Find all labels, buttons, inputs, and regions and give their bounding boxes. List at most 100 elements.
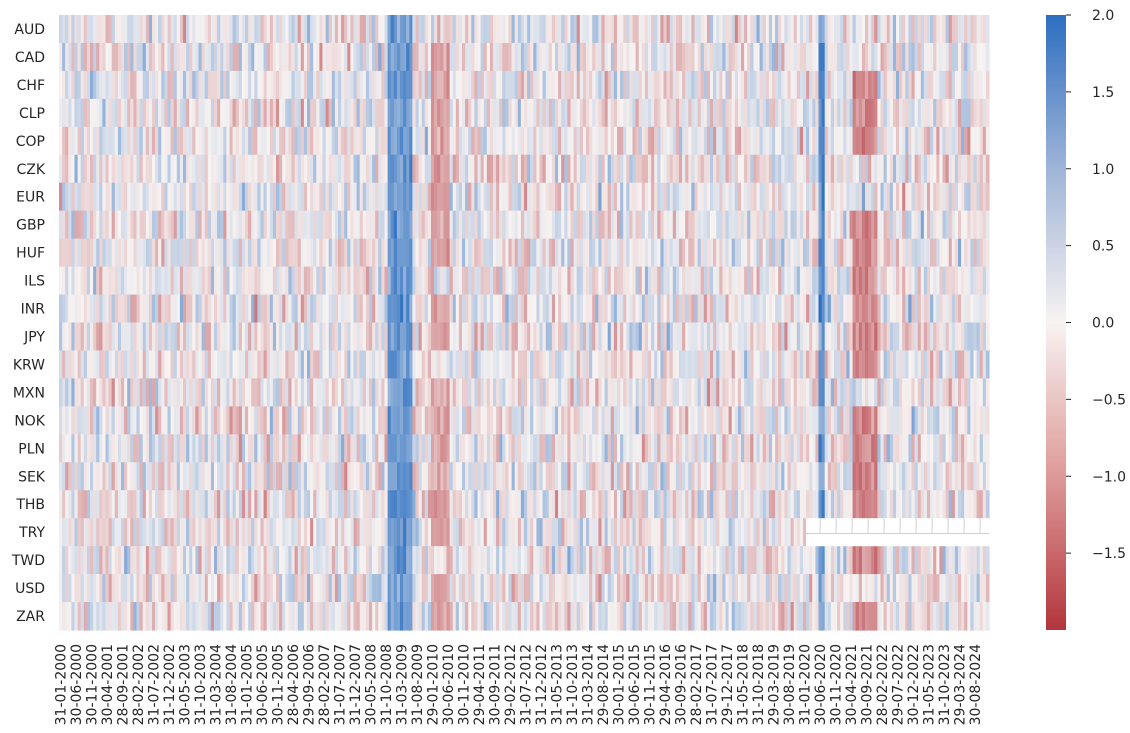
heatmap-cell	[973, 98, 978, 128]
heatmap-cell	[291, 42, 296, 72]
heatmap-cell	[263, 294, 268, 324]
heatmap-cell	[945, 378, 950, 407]
heatmap-cell	[809, 406, 813, 435]
heatmap-cell	[390, 126, 395, 156]
heatmap-cell	[86, 322, 91, 352]
heatmap-cell	[638, 238, 643, 268]
heatmap-cell	[378, 126, 382, 156]
heatmap-cell	[338, 266, 342, 296]
heatmap-cell	[338, 210, 342, 240]
heatmap-cell	[440, 210, 444, 240]
heatmap-cell	[71, 42, 76, 72]
heatmap-cell	[638, 154, 643, 184]
heatmap-cell	[561, 98, 565, 128]
heatmap-cell	[319, 42, 324, 72]
heatmap-cell	[142, 294, 147, 324]
heatmap-cell	[908, 434, 913, 463]
heatmap-cell	[365, 462, 370, 491]
heatmap-cell	[784, 42, 789, 72]
heatmap-cell	[248, 350, 252, 379]
heatmap-cell	[697, 98, 702, 128]
heatmap-cell	[393, 182, 398, 212]
heatmap-cell	[127, 462, 131, 491]
heatmap-cell	[251, 210, 255, 240]
heatmap-cell	[623, 154, 627, 184]
heatmap-cell	[431, 350, 435, 379]
heatmap-cell	[313, 294, 317, 324]
heatmap-cell	[908, 42, 913, 72]
heatmap-cell	[886, 42, 891, 72]
heatmap-cell	[195, 42, 200, 72]
heatmap-cell	[223, 70, 227, 100]
heatmap-cell	[877, 266, 882, 296]
heatmap-cell	[167, 238, 172, 268]
heatmap-cell	[545, 406, 550, 435]
heatmap-cell	[846, 322, 851, 352]
heatmap-cell	[803, 42, 807, 72]
heatmap-cell	[948, 98, 953, 128]
heatmap-cell	[852, 434, 857, 463]
heatmap-cell	[967, 322, 971, 352]
heatmap-cell	[620, 266, 624, 296]
heatmap-cell	[827, 434, 832, 463]
heatmap-cell	[291, 322, 296, 352]
heatmap-cell	[669, 154, 674, 184]
heatmap-cell	[796, 322, 801, 352]
heatmap-cell	[672, 126, 677, 156]
heatmap-cell	[294, 406, 299, 435]
heatmap-cell	[623, 322, 627, 352]
heatmap-cell	[99, 42, 103, 72]
heatmap-cell	[186, 266, 190, 296]
heatmap-cell	[551, 154, 556, 184]
heatmap-cell	[319, 126, 324, 156]
heatmap-cell	[462, 434, 466, 463]
heatmap-cell	[452, 154, 457, 184]
heatmap-cell	[558, 350, 562, 379]
heatmap-cell	[697, 70, 702, 100]
heatmap-cell	[682, 126, 686, 156]
heatmap-cell	[486, 378, 491, 407]
heatmap-cell	[316, 210, 320, 240]
heatmap-cell	[403, 350, 407, 379]
heatmap-cell	[700, 322, 705, 352]
heatmap-cell	[248, 210, 252, 240]
heatmap-cell	[793, 434, 798, 463]
heatmap-cell	[114, 294, 119, 324]
heatmap-cell	[734, 406, 739, 435]
heatmap-cell	[406, 126, 410, 156]
heatmap-cell	[381, 126, 386, 156]
heatmap-cell	[827, 210, 832, 240]
heatmap-cell	[145, 266, 150, 296]
heatmap-cell	[617, 406, 621, 435]
heatmap-cell	[155, 15, 159, 44]
heatmap-cell	[812, 322, 816, 352]
heatmap-cell	[880, 238, 885, 268]
heatmap-cell	[421, 322, 426, 352]
heatmap-cell	[818, 350, 823, 379]
heatmap-cell	[71, 98, 76, 128]
heatmap-cell	[846, 350, 851, 379]
heatmap-cell	[328, 15, 333, 44]
heatmap-cell	[86, 266, 91, 296]
heatmap-cell	[480, 154, 485, 184]
heatmap-cell	[198, 378, 203, 407]
heatmap-cell	[80, 294, 85, 324]
heatmap-cell	[74, 42, 79, 72]
heatmap-cell	[238, 434, 243, 463]
heatmap-cell	[427, 98, 432, 128]
heatmap-cell	[462, 210, 466, 240]
heatmap-cell	[958, 42, 962, 72]
heatmap-cell	[74, 154, 79, 184]
heatmap-cell	[747, 210, 751, 240]
heatmap-cell	[288, 154, 293, 184]
heatmap-cell	[499, 182, 503, 212]
heatmap-cell	[697, 15, 702, 44]
heatmap-cell	[338, 350, 342, 379]
heatmap-cell	[697, 182, 702, 212]
heatmap-cell	[570, 98, 575, 128]
heatmap-cell	[564, 322, 568, 352]
heatmap-cell	[728, 154, 733, 184]
heatmap-cell	[967, 210, 971, 240]
heatmap-cell	[176, 15, 181, 44]
heatmap-cell	[806, 42, 810, 72]
